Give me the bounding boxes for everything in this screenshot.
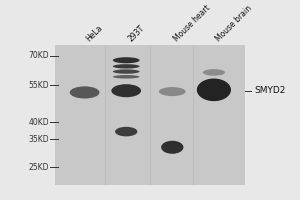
Ellipse shape [113, 75, 140, 79]
Text: 70KD: 70KD [28, 51, 49, 60]
Ellipse shape [113, 69, 140, 74]
Ellipse shape [197, 79, 231, 101]
FancyBboxPatch shape [55, 45, 245, 185]
Text: Mouse heart: Mouse heart [172, 4, 212, 44]
Text: 40KD: 40KD [28, 118, 49, 127]
Ellipse shape [159, 87, 186, 96]
Ellipse shape [115, 127, 137, 136]
Ellipse shape [111, 84, 141, 97]
Text: 35KD: 35KD [28, 135, 49, 144]
Ellipse shape [161, 141, 183, 154]
Text: 25KD: 25KD [28, 163, 49, 172]
Ellipse shape [203, 69, 225, 76]
Ellipse shape [70, 86, 100, 99]
Text: Mouse brain: Mouse brain [214, 4, 253, 44]
Text: 55KD: 55KD [28, 81, 49, 90]
Text: HeLa: HeLa [85, 24, 105, 44]
Text: 293T: 293T [126, 24, 146, 44]
Text: SMYD2: SMYD2 [254, 86, 285, 95]
Ellipse shape [113, 64, 140, 69]
Ellipse shape [113, 57, 140, 63]
